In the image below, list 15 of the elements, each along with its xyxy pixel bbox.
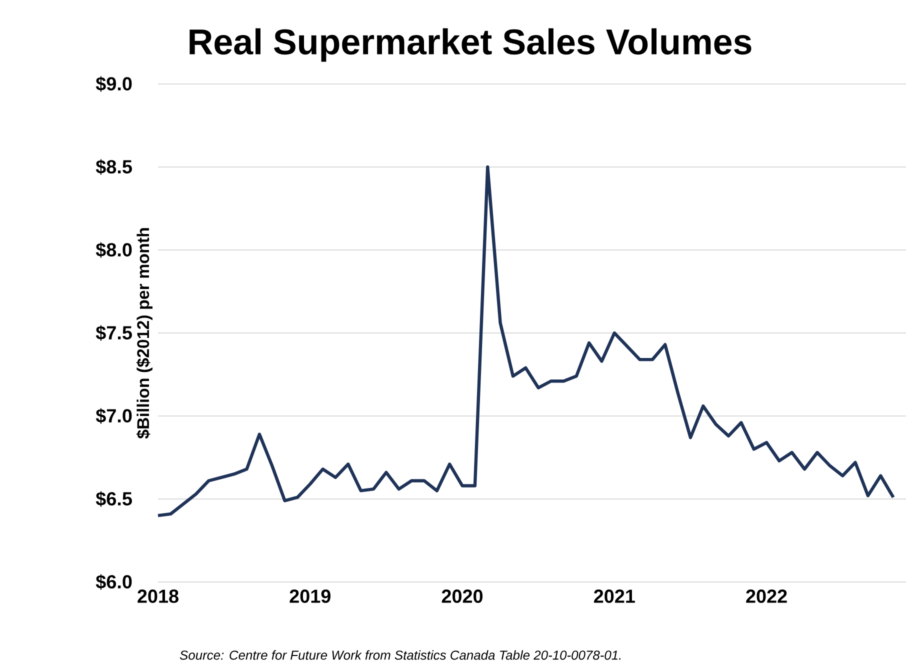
y-tick-label: $8.0 (96, 242, 132, 258)
x-tick-label: 2022 (746, 590, 787, 603)
y-tick-label: $9.0 (96, 76, 132, 92)
x-tick-label: 2021 (594, 590, 635, 603)
chart-title: Real Supermarket Sales Volumes (190, 28, 752, 62)
y-tick-label: $8.5 (96, 159, 132, 175)
source-note: Source: Centre for Future Work from Statistics Canada Table 20-10-0078-01. (180, 650, 621, 660)
y-axis-title: $Billion ($2012) per month (136, 228, 152, 439)
y-tick-label: $6.0 (96, 574, 132, 590)
x-tick-label: 2018 (138, 590, 178, 603)
x-tick-label: 2020 (442, 590, 483, 603)
x-tick-label: 2019 (290, 590, 330, 603)
y-tick-label: $7.0 (96, 408, 132, 424)
y-tick-label: $6.5 (96, 491, 132, 507)
y-tick-label: $7.5 (96, 325, 132, 341)
